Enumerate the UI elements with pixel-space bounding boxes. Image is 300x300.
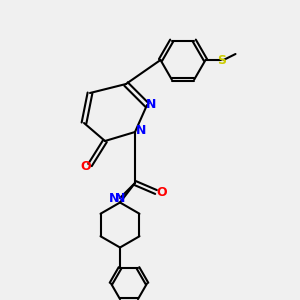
Text: N: N [136,124,146,137]
Text: N: N [115,191,125,205]
Text: N: N [109,191,119,205]
Text: N: N [146,98,157,112]
Text: O: O [80,160,91,173]
Text: S: S [218,53,226,67]
Text: O: O [157,185,167,199]
